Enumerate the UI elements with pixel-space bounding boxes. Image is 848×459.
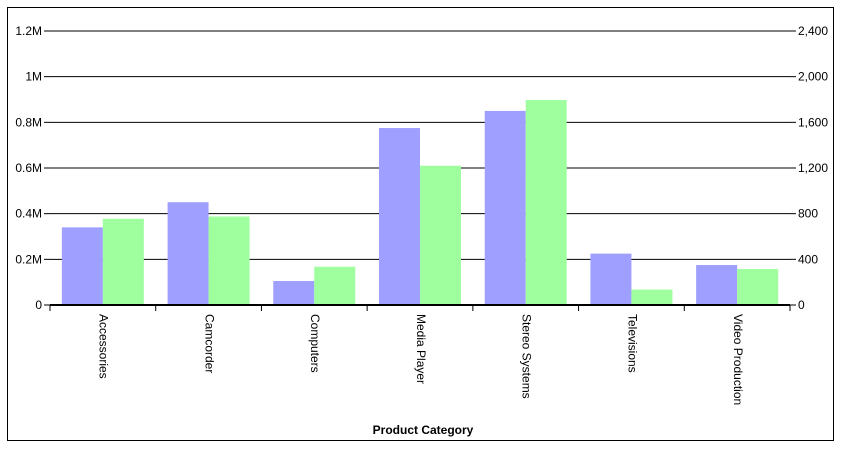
bar-series-1 bbox=[61, 227, 103, 305]
right-tick-label: 2,400 bbox=[798, 24, 828, 38]
left-tick-label: 0.6M bbox=[15, 161, 42, 175]
bar-series-1 bbox=[379, 128, 420, 305]
x-axis-title: Product Category bbox=[373, 423, 474, 437]
category-label: Televisions bbox=[625, 314, 639, 373]
right-tick-label: 0 bbox=[798, 298, 805, 312]
bar-series-2 bbox=[102, 218, 144, 305]
bar-series-2 bbox=[208, 216, 250, 305]
bar-series-1 bbox=[590, 253, 632, 305]
category-label: Stereo Systems bbox=[520, 314, 534, 399]
left-tick-label: 0.8M bbox=[15, 115, 42, 129]
left-tick-label: 1M bbox=[25, 70, 42, 84]
chart-frame: 0 0.2M 0.4M 0.6M 0.8M 1M 1.2M 0 400 800 1,200 1,600… bbox=[7, 7, 834, 441]
bar-series-1 bbox=[484, 110, 526, 306]
axes bbox=[44, 30, 796, 311]
category-label: Accessories bbox=[97, 314, 111, 379]
right-tick-label: 1,200 bbox=[798, 161, 828, 175]
left-tick-label: 0.2M bbox=[15, 252, 42, 266]
bar-series-2 bbox=[737, 269, 779, 305]
category-label: Video Production bbox=[731, 314, 745, 405]
bar-series-1 bbox=[696, 265, 738, 305]
right-tick-label: 400 bbox=[798, 252, 818, 266]
bar-series-2 bbox=[420, 165, 461, 305]
category-label: Camcorder bbox=[202, 314, 216, 373]
bar-series-1 bbox=[273, 281, 315, 305]
bars bbox=[61, 100, 779, 306]
right-tick-label: 2,000 bbox=[798, 70, 828, 84]
bar-chart: 0 0.2M 0.4M 0.6M 0.8M 1M 1.2M 0 400 800 1,200 1,600… bbox=[15, 24, 828, 437]
category-label: Media Player bbox=[414, 314, 428, 384]
labels: 0 0.2M 0.4M 0.6M 0.8M 1M 1.2M 0 400 800 1,200 1,600… bbox=[15, 24, 828, 405]
right-tick-label: 1,600 bbox=[798, 115, 828, 129]
left-tick-label: 0.4M bbox=[15, 207, 42, 221]
bar-series-2 bbox=[631, 289, 673, 305]
right-tick-label: 800 bbox=[798, 207, 818, 221]
category-label: Computers bbox=[308, 314, 322, 373]
left-tick-label: 1.2M bbox=[15, 24, 42, 38]
bar-series-1 bbox=[167, 202, 209, 305]
left-tick-label: 0 bbox=[35, 298, 42, 312]
bar-series-2 bbox=[525, 100, 567, 305]
bar-series-2 bbox=[314, 266, 356, 305]
